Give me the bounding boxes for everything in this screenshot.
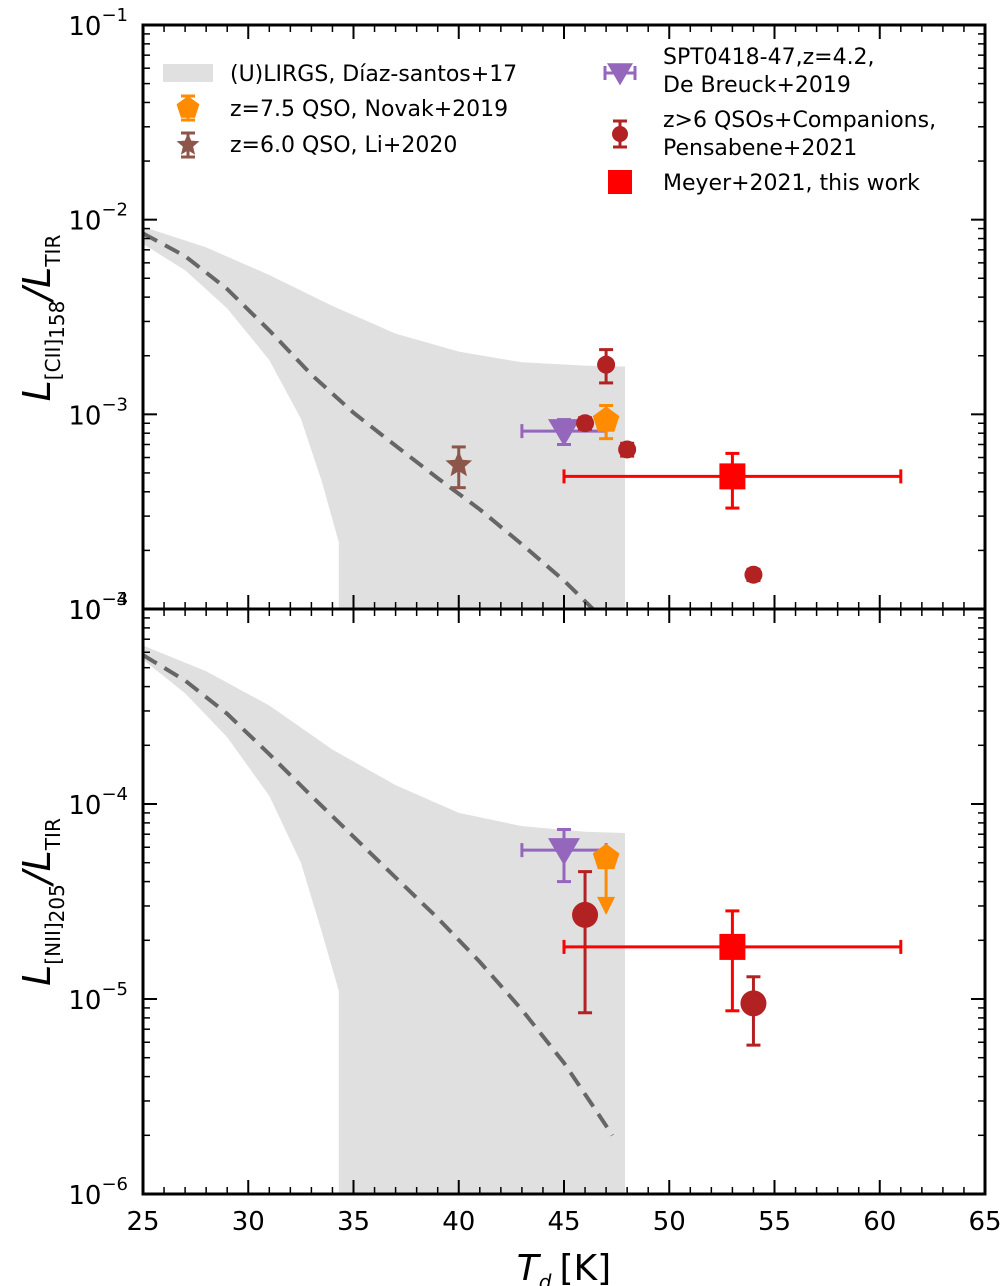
legend-marker-shape	[608, 170, 632, 194]
x-tick-label: 30	[232, 1207, 265, 1237]
legend-marker-li	[176, 131, 200, 159]
legend-marker-meyer	[608, 170, 632, 194]
model-dashed-curve-bottom	[143, 653, 615, 1137]
data-point	[445, 445, 473, 490]
legend-marker-pensabene	[612, 119, 628, 149]
point-marker-circle	[618, 440, 637, 459]
legend-marker-shape	[607, 63, 633, 86]
top-data-points	[445, 348, 903, 584]
x-tick-label: 40	[442, 1207, 475, 1237]
data-point	[744, 565, 763, 584]
bottom-data-points	[520, 827, 903, 1047]
legend-label-pensabene-line1: z>6 QSOs+Companions,	[663, 108, 936, 133]
data-point	[740, 975, 767, 1047]
legend: (U)LIRGS, Díaz-santos+17 z=7.5 QSO, Nova…	[163, 45, 936, 196]
y-tick-label: 10−1	[68, 5, 128, 42]
legend-label-debreuck-line1: SPT0418-47,z=4.2,	[663, 45, 875, 70]
data-point	[576, 414, 595, 433]
y-tick-label: 10−5	[68, 979, 128, 1016]
x-tick-label: 50	[653, 1207, 686, 1237]
legend-marker-novak	[176, 94, 200, 122]
data-point	[592, 843, 620, 915]
x-tick-label: 65	[968, 1207, 1000, 1237]
y-tick-label: 10−6	[68, 1174, 128, 1211]
legend-band-swatch	[163, 64, 213, 82]
point-marker-square	[719, 933, 746, 960]
point-marker-circle	[740, 990, 767, 1017]
x-tick-label: 35	[337, 1207, 370, 1237]
legend-marker-shape	[176, 96, 200, 118]
data-point	[562, 451, 903, 510]
top-y-axis-label: L[CII]158/LTIR	[15, 235, 69, 402]
model-dashed-curve-top	[143, 231, 596, 609]
legend-label-pensabene-line2: Pensabene+2021	[663, 136, 857, 161]
legend-marker-shape	[612, 126, 628, 142]
legend-label-novak: z=7.5 QSO, Novak+2019	[230, 97, 508, 122]
point-marker-pentagon	[592, 843, 620, 870]
x-tick-label: 55	[758, 1207, 791, 1237]
data-point	[520, 827, 608, 884]
ulirgs-band-bottom	[143, 645, 625, 1194]
legend-marker-debreuck	[603, 63, 637, 86]
point-marker-circle	[597, 355, 616, 374]
data-point	[592, 404, 620, 441]
point-marker-star	[445, 450, 473, 477]
point-marker-pentagon	[592, 406, 620, 432]
point-marker-square	[719, 463, 746, 490]
bottom-panel: 10−610−510−410−3 L[NII]205/LTIR	[15, 589, 987, 1211]
x-tick-label: 60	[863, 1207, 896, 1237]
data-point	[572, 870, 599, 1015]
point-marker-triangle-down	[548, 838, 580, 866]
top-y-tick-labels: 10−410−310−210−1	[68, 5, 128, 626]
data-point	[618, 440, 637, 459]
x-tick-labels: 25 30 35 40 45 50 55 60 65	[126, 1207, 1000, 1237]
data-point	[597, 348, 616, 385]
y-tick-label: 10−3	[68, 394, 128, 431]
x-tick-label: 25	[126, 1207, 159, 1237]
point-marker-circle	[572, 901, 599, 928]
bottom-axes-frame	[141, 607, 987, 1196]
x-axis-label: Td [K]	[517, 1248, 611, 1286]
ulirgs-band-top	[143, 226, 625, 609]
upper-limit-arrow-head	[597, 896, 616, 915]
point-marker-triangle-down	[548, 419, 580, 447]
data-point	[562, 909, 903, 1013]
bottom-y-axis-label: L[NII]205/LTIR	[15, 818, 69, 986]
y-tick-label: 10−2	[68, 200, 128, 237]
legend-label-debreuck-line2: De Breuck+2019	[663, 73, 851, 98]
y-tick-label: 10−4	[68, 784, 128, 821]
legend-label-meyer: Meyer+2021, this work	[663, 171, 920, 196]
bottom-y-tick-labels: 10−610−510−410−3	[68, 589, 128, 1211]
legend-marker-shape	[176, 133, 200, 155]
y-tick-label: 10−3	[68, 589, 128, 626]
point-marker-circle	[744, 565, 763, 584]
point-marker-circle	[576, 414, 595, 433]
legend-label-ulirgs: (U)LIRGS, Díaz-santos+17	[230, 62, 517, 87]
y-tick-label: 10−4	[68, 589, 128, 626]
x-tick-label: 45	[547, 1207, 580, 1237]
legend-label-li: z=6.0 QSO, Li+2020	[230, 133, 457, 158]
